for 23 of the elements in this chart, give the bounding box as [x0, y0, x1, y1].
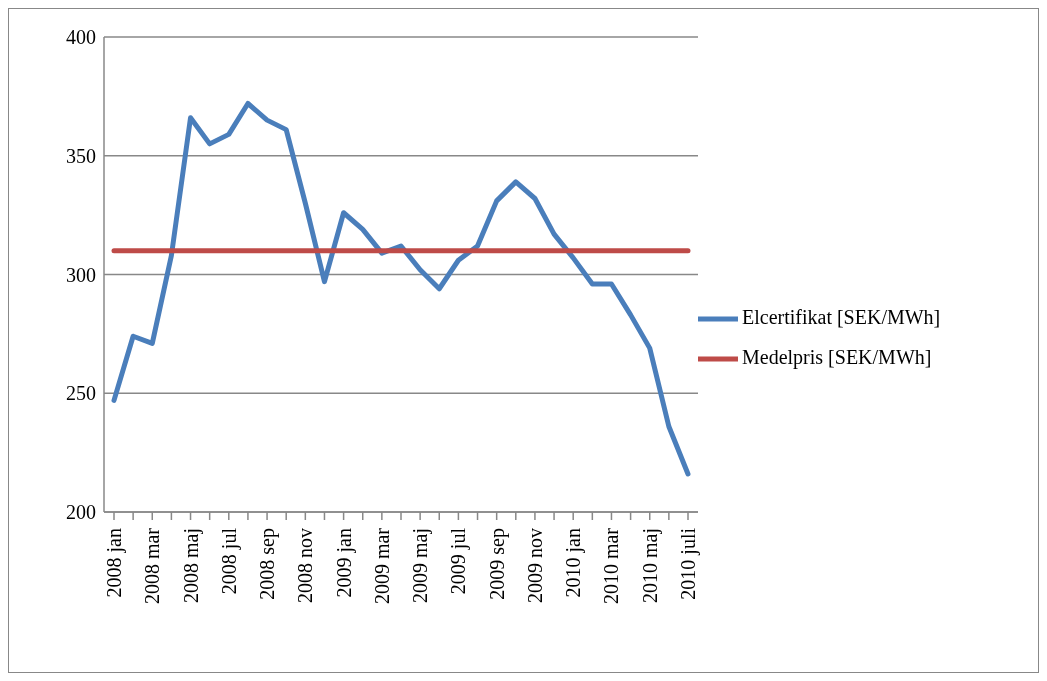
- x-tick-label: 2008 mar: [141, 527, 164, 605]
- x-tick-label: 2008 sep: [256, 528, 280, 600]
- x-tick-label: 2009 maj: [409, 528, 433, 603]
- y-tick-label: 250: [66, 382, 96, 405]
- legend-label: Elcertifikat [SEK/MWh]: [742, 305, 941, 328]
- x-tick-label: 2009 nov: [523, 528, 546, 603]
- legend-label: Medelpris [SEK/MWh]: [742, 345, 932, 368]
- y-tick-label: 200: [66, 501, 96, 524]
- x-tick-label: 2010 juli: [677, 527, 700, 600]
- x-tick-label: 2009 jul: [447, 527, 471, 595]
- x-tick-label: 2008 jan: [103, 528, 126, 598]
- x-tick-label: 2010 mar: [600, 527, 623, 605]
- x-tick-label: 2010 jan: [562, 528, 586, 598]
- y-tick-label: 350: [66, 144, 96, 167]
- x-tick-label: 2009 sep: [485, 528, 509, 600]
- x-tick-label: 2009 mar: [370, 527, 393, 605]
- x-tick-label: 2008 jul: [217, 527, 241, 595]
- x-tick-label: 2008 nov: [294, 528, 317, 603]
- x-tick-label: 2010 maj: [638, 528, 662, 603]
- y-tick-label: 300: [66, 263, 96, 286]
- y-tick-label: 400: [66, 26, 96, 49]
- x-tick-label: 2009 jan: [332, 528, 356, 598]
- x-tick-label: 2008 maj: [179, 528, 203, 603]
